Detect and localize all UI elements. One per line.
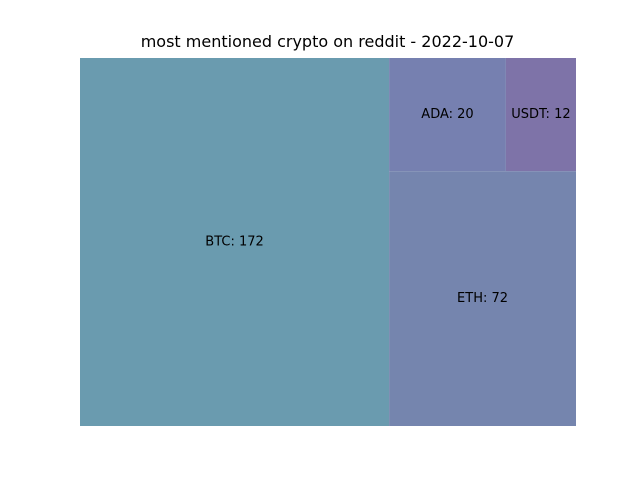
- tile-btc: [80, 58, 390, 426]
- treemap-tiles: BTC: 172 ADA: 20 USDT: 12 ETH: 72: [80, 58, 576, 426]
- tile-label-usdt: USDT: 12: [511, 107, 570, 122]
- tile-label-ada: ADA: 20: [421, 107, 473, 122]
- tile-usdt: [505, 58, 576, 172]
- tile-eth: [389, 171, 576, 426]
- tile-label-btc: BTC: 172: [205, 235, 264, 250]
- chart-title: most mentioned crypto on reddit - 2022-1…: [140, 32, 515, 51]
- tile-label-eth: ETH: 72: [457, 291, 508, 306]
- tile-ada: [389, 58, 506, 172]
